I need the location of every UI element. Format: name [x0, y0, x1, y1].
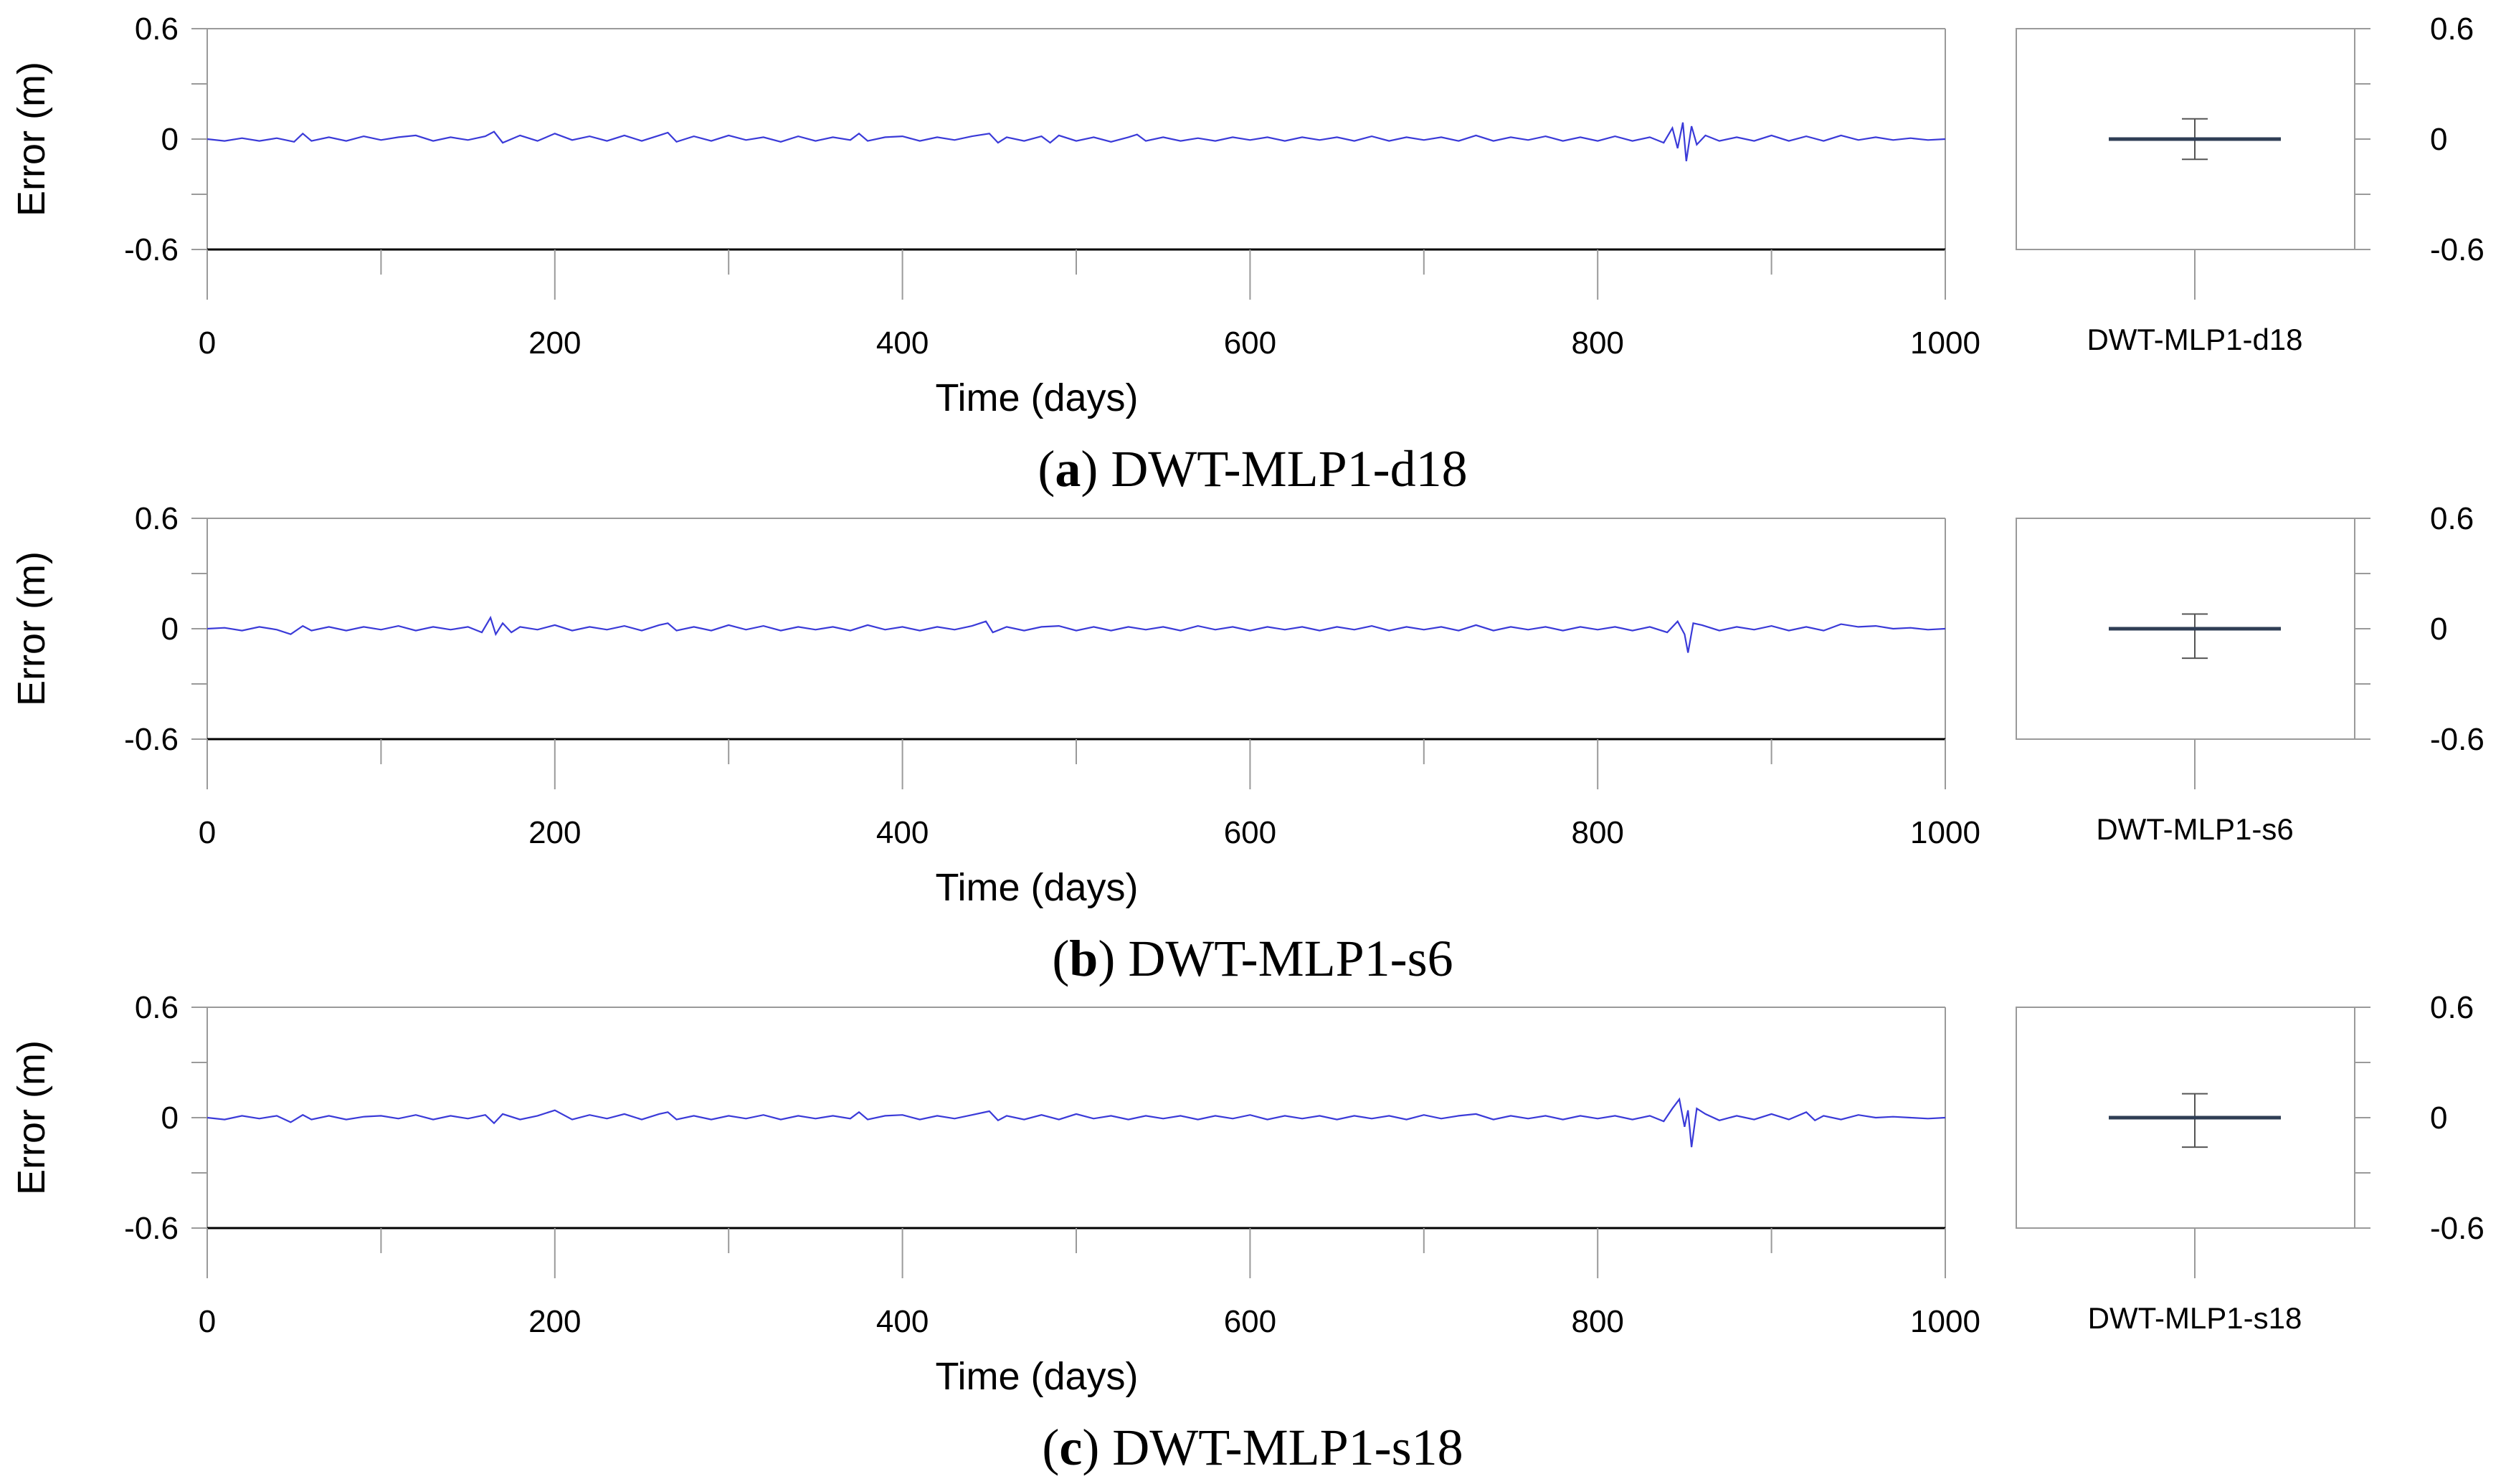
boxplot-y-tick-label: 0 — [2430, 122, 2447, 157]
x-tick-label: 0 — [199, 325, 216, 361]
x-tick-label: 0 — [199, 815, 216, 850]
caption-open-paren: ( — [1042, 1419, 1059, 1476]
boxplot-label: DWT-MLP1-d18 — [2087, 323, 2302, 356]
x-tick-label: 1000 — [1910, 1304, 1980, 1339]
y-tick-label: -0.6 — [124, 232, 179, 267]
boxplot-y-tick-label: -0.6 — [2430, 232, 2484, 267]
y-tick-label: 0.6 — [135, 11, 179, 47]
x-tick-label: 200 — [528, 1304, 581, 1339]
y-tick-label: 0.6 — [135, 501, 179, 536]
y-tick-label: 0 — [161, 1100, 179, 1136]
panel-caption: (c) DWT-MLP1-s18 — [1042, 1419, 1463, 1476]
caption-name: DWT-MLP1-s6 — [1128, 930, 1453, 987]
panel-b: -0.6 0 0.6 0 200 400 600 800 1000 Time (days) Erro… — [10, 501, 2484, 987]
boxplot-y-tick-label: 0 — [2430, 612, 2447, 647]
caption-letter: b — [1069, 930, 1098, 987]
x-axis-title: Time (days) — [935, 866, 1138, 909]
caption-open-paren: ( — [1038, 440, 1055, 498]
boxplot-y-tick-label: 0.6 — [2430, 11, 2474, 47]
x-tick-label: 400 — [876, 1304, 929, 1339]
x-tick-label: 1000 — [1910, 325, 1980, 361]
y-tick-label: -0.6 — [124, 1211, 179, 1246]
x-tick-label: 0 — [199, 1304, 216, 1339]
x-axis-title: Time (days) — [935, 1355, 1138, 1398]
boxplot-y-tick-label: -0.6 — [2430, 1211, 2484, 1246]
x-axis-title: Time (days) — [935, 376, 1138, 419]
boxplot-label: DWT-MLP1-s18 — [2088, 1301, 2302, 1335]
panel-a: -0.6 0 0.6 0 200 400 600 800 1000 Time (days) Erro… — [10, 11, 2484, 498]
x-tick-label: 200 — [528, 325, 581, 361]
caption-name: DWT-MLP1-d18 — [1111, 440, 1467, 498]
boxplot-label: DWT-MLP1-s6 — [2096, 812, 2293, 846]
x-tick-label: 600 — [1224, 325, 1276, 361]
error-series-line — [207, 122, 1946, 161]
y-tick-label: 0 — [161, 612, 179, 647]
x-tick-label: 1000 — [1910, 815, 1980, 850]
y-tick-label: 0.6 — [135, 990, 179, 1025]
x-tick-label: 600 — [1224, 815, 1276, 850]
y-tick-label: -0.6 — [124, 722, 179, 757]
x-tick-label: 200 — [528, 815, 581, 850]
x-tick-label: 600 — [1224, 1304, 1276, 1339]
y-axis-title: Error (m) — [10, 62, 53, 217]
x-tick-label: 800 — [1571, 1304, 1623, 1339]
caption-letter: c — [1059, 1419, 1082, 1476]
x-tick-label: 400 — [876, 325, 929, 361]
boxplot-y-tick-label: 0 — [2430, 1100, 2447, 1136]
y-tick-label: 0 — [161, 122, 179, 157]
caption-name: DWT-MLP1-s18 — [1112, 1419, 1463, 1476]
boxplot-y-tick-label: 0.6 — [2430, 501, 2474, 536]
y-axis-title: Error (m) — [10, 551, 53, 706]
error-series-line — [207, 615, 1946, 653]
caption-open-paren: ( — [1052, 930, 1069, 987]
x-tick-label: 800 — [1571, 815, 1623, 850]
caption-letter: a — [1055, 440, 1081, 498]
boxplot-y-tick-label: 0.6 — [2430, 990, 2474, 1025]
caption-close-paren: ) — [1098, 930, 1128, 987]
panel-c: -0.6 0 0.6 0 200 400 600 800 1000 Time (days) Erro… — [10, 990, 2484, 1476]
caption-close-paren: ) — [1081, 440, 1111, 498]
x-tick-label: 400 — [876, 815, 929, 850]
error-series-line — [207, 1097, 1946, 1148]
panel-caption: (a) DWT-MLP1-d18 — [1038, 440, 1467, 498]
x-tick-label: 800 — [1571, 325, 1623, 361]
boxplot-y-tick-label: -0.6 — [2430, 722, 2484, 757]
panel-caption: (b) DWT-MLP1-s6 — [1052, 930, 1453, 987]
y-axis-title: Error (m) — [10, 1040, 53, 1195]
caption-close-paren: ) — [1082, 1419, 1112, 1476]
